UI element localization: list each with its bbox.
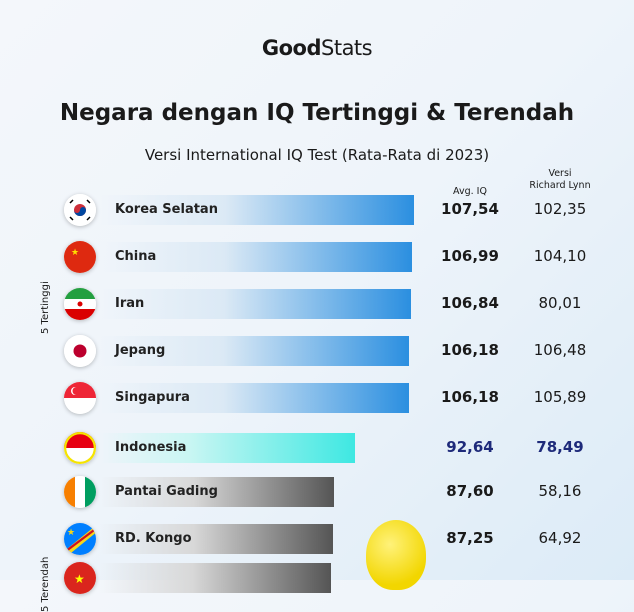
avg-iq-label: 87,60 [446,482,494,500]
chart-row: ★ China 106,99 104,10 [0,241,634,273]
column-header-avg: Avg. IQ [453,186,487,197]
country-label: Jepang [115,343,166,358]
bar [100,433,355,463]
goodstats-logo: GoodStats [261,36,373,60]
chart-row: Iran 106,84 80,01 [0,288,634,320]
avg-iq-label: 107,54 [441,200,499,218]
chart-row: ★ RD. Kongo 87,25 64,92 [0,523,634,555]
chart-row: Korea Selatan 107,54 102,35 [0,194,634,226]
avg-iq-label: 106,18 [441,341,499,359]
bar [100,195,414,225]
flag-ir-icon [64,288,96,320]
column-header-lynn: Versi Richard Lynn [529,168,591,191]
avg-iq-label: 92,64 [446,438,494,456]
bar [100,524,333,554]
svg-text:★: ★ [74,572,85,586]
bar [100,383,409,413]
svg-text:★: ★ [71,248,79,258]
lynn-iq-label: 58,16 [538,482,582,500]
country-label: Korea Selatan [115,202,218,217]
avg-iq-label: 106,84 [441,294,499,312]
country-label: Singapura [115,390,190,405]
avg-iq-label: 106,18 [441,388,499,406]
chart-row: Indonesia 92,64 78,49 [0,432,634,464]
lynn-iq-label: 80,01 [538,294,582,312]
chart-row: ★ [0,562,634,594]
flag-vn-icon: ★ [64,562,96,594]
bar [100,336,409,366]
flag-cn-icon: ★ [64,241,96,273]
bar [100,242,412,272]
page-title: Negara dengan IQ Tertinggi & Terendah [59,100,575,126]
lynn-iq-label: 78,49 [536,438,584,456]
chart-row: Pantai Gading 87,60 58,16 [0,476,634,508]
flag-ci-icon [64,476,96,508]
flag-jp-icon [64,335,96,367]
flag-id-icon [64,432,96,464]
bar [100,563,332,593]
bar [100,477,335,507]
lightbulb-illustration [366,520,426,590]
lynn-iq-label: 106,48 [533,341,587,359]
subtitle: Versi International IQ Test (Rata-Rata d… [144,146,490,164]
lynn-iq-label: 105,89 [533,388,587,406]
country-label: China [115,249,157,264]
avg-iq-label: 106,99 [441,247,499,265]
lynn-iq-label: 64,92 [538,529,582,547]
chart-row: Jepang 106,18 106,48 [0,335,634,367]
country-label: Indonesia [115,440,187,455]
flag-sg-icon [64,382,96,414]
svg-text:★: ★ [67,528,75,538]
bar [100,289,412,319]
flag-cd-icon: ★ [64,523,96,555]
flag-kr-icon [64,194,96,226]
country-label: Iran [115,296,145,311]
country-label: RD. Kongo [115,531,192,546]
avg-iq-label: 87,25 [446,529,494,547]
lynn-iq-label: 104,10 [533,247,587,265]
lynn-iq-label: 102,35 [533,200,587,218]
chart-row: Singapura 106,18 105,89 [0,382,634,414]
country-label: Pantai Gading [115,484,218,499]
